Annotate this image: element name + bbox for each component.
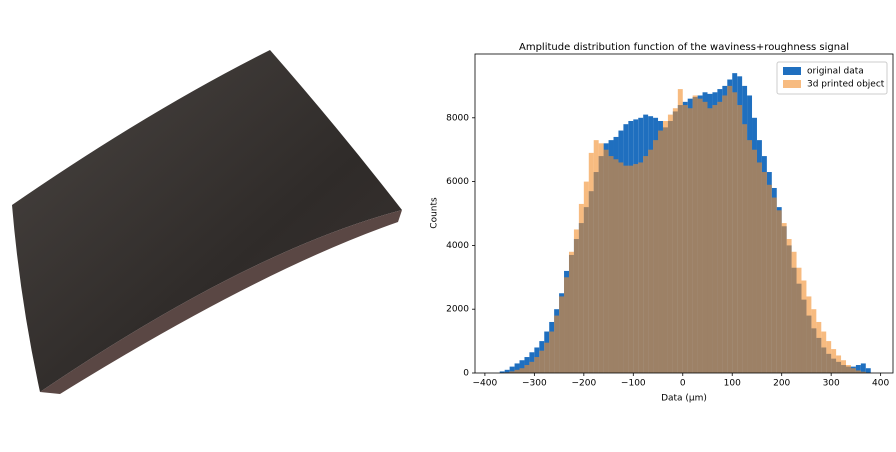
legend-label: original data xyxy=(807,67,864,77)
hist-bar xyxy=(554,316,559,373)
hist-bar xyxy=(539,351,544,373)
hist-bar xyxy=(801,280,806,373)
hist-bar xyxy=(579,204,584,373)
hist-bar xyxy=(683,105,688,373)
hist-bar xyxy=(767,185,772,373)
hist-bar xyxy=(712,105,717,373)
hist-bar xyxy=(703,102,708,373)
hist-bar xyxy=(787,239,792,373)
photo-object xyxy=(12,50,402,392)
hist-bar xyxy=(861,363,866,373)
hist-bar xyxy=(663,121,668,373)
legend-swatch xyxy=(783,67,801,75)
hist-bar xyxy=(643,156,648,373)
hist-bar xyxy=(836,355,841,373)
x-tick-label: −100 xyxy=(621,379,646,389)
hist-bar xyxy=(811,309,816,373)
hist-bar xyxy=(594,140,599,373)
hist-bar xyxy=(574,229,579,373)
hist-bar xyxy=(821,332,826,373)
hist-bar xyxy=(569,252,574,373)
hist-bar xyxy=(648,150,653,373)
hist-bar xyxy=(589,153,594,373)
hist-bar xyxy=(732,92,737,373)
hist-bar xyxy=(658,131,663,373)
hist-bar xyxy=(678,89,683,373)
y-tick-label: 4000 xyxy=(446,241,469,251)
hist-bar xyxy=(653,140,658,373)
hist-bar xyxy=(673,108,678,373)
hist-bar xyxy=(628,166,633,373)
hist-bar xyxy=(698,99,703,373)
hist-bar xyxy=(777,210,782,373)
hist-bar xyxy=(599,143,604,373)
hist-bar xyxy=(707,108,712,373)
hist-bar xyxy=(693,95,698,373)
hist-bar xyxy=(515,370,520,373)
x-tick-label: −200 xyxy=(571,379,596,389)
hist-bar xyxy=(688,108,693,373)
hist-bar xyxy=(826,341,831,373)
hist-bar xyxy=(520,368,525,373)
hist-bar xyxy=(792,252,797,373)
hist-bar xyxy=(846,365,851,373)
hist-bar xyxy=(831,349,836,373)
hist-bar xyxy=(534,357,539,373)
hist-bar xyxy=(841,360,846,373)
hist-bar xyxy=(727,86,732,373)
y-tick-label: 2000 xyxy=(446,305,469,315)
hist-bar xyxy=(851,368,856,373)
x-axis-label: Data (μm) xyxy=(661,394,707,404)
hist-bar xyxy=(559,296,564,373)
hist-bar xyxy=(782,223,787,373)
x-tick-label: 0 xyxy=(680,379,686,389)
hist-bar xyxy=(614,159,619,373)
hist-bar xyxy=(604,150,609,373)
hist-bar xyxy=(633,164,638,373)
hist-bar xyxy=(806,296,811,373)
x-tick-label: −300 xyxy=(522,379,547,389)
hist-bar xyxy=(609,156,614,373)
hist-bar xyxy=(544,343,549,373)
y-tick-label: 8000 xyxy=(446,113,469,123)
hist-bar xyxy=(816,322,821,373)
y-tick-label: 6000 xyxy=(446,177,469,187)
hist-bar xyxy=(524,365,529,373)
hist-bar xyxy=(752,150,757,373)
x-tick-label: 400 xyxy=(872,379,889,389)
hist-bar xyxy=(737,105,742,373)
hist-bar xyxy=(584,182,589,373)
hist-bar xyxy=(742,124,747,373)
hist-bar xyxy=(638,162,643,373)
x-tick-label: −400 xyxy=(473,379,498,389)
hist-bar xyxy=(722,95,727,373)
y-tick-label: 0 xyxy=(463,369,469,379)
x-tick-label: 300 xyxy=(823,379,840,389)
hist-bar xyxy=(717,102,722,373)
hist-bar xyxy=(747,140,752,373)
hist-bar xyxy=(618,162,623,373)
y-axis-label: Counts xyxy=(430,197,440,229)
hist-bar xyxy=(757,162,762,373)
x-tick-label: 100 xyxy=(724,379,741,389)
hist-bar xyxy=(564,277,569,373)
hist-bar xyxy=(668,115,673,373)
x-tick-label: 200 xyxy=(773,379,790,389)
hist-bar xyxy=(529,362,534,373)
hist-bar xyxy=(549,332,554,373)
hist-bar xyxy=(623,166,628,373)
hist-bar xyxy=(762,172,767,373)
hist-bar xyxy=(772,198,777,373)
legend-label: 3d printed object xyxy=(807,80,885,90)
hist-bar xyxy=(866,368,871,373)
legend-swatch xyxy=(783,80,801,88)
hist-bar xyxy=(797,268,802,373)
chart-title: Amplitude distribution function of the w… xyxy=(519,42,849,53)
